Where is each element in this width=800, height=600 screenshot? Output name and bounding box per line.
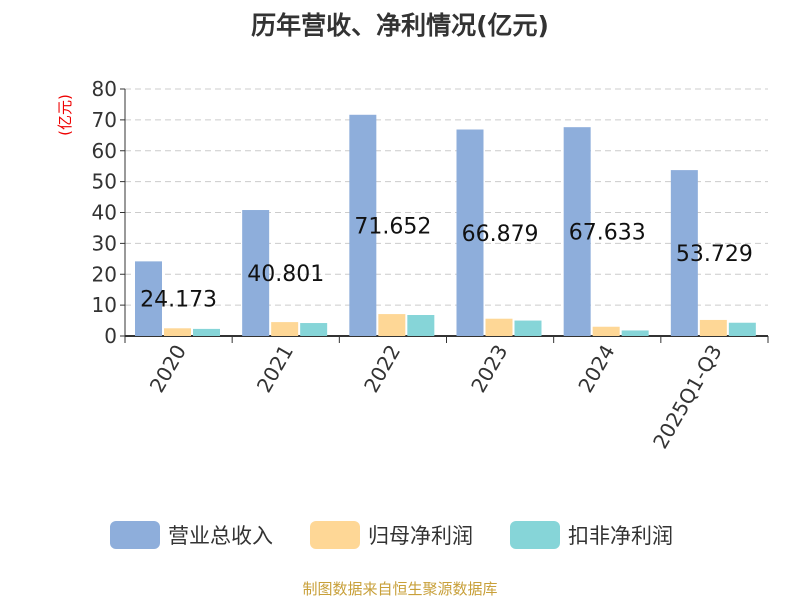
- bar-1: [485, 318, 513, 336]
- bar-2: [514, 320, 542, 336]
- y-tick-label: 40: [92, 201, 117, 225]
- legend-swatch-2: [510, 521, 560, 549]
- bar-2: [300, 323, 328, 336]
- bar-1: [271, 322, 299, 336]
- legend-swatch-1: [310, 521, 360, 549]
- y-tick-label: 30: [92, 231, 117, 255]
- x-tick-label: 2023: [466, 341, 512, 397]
- legend-label-0: 营业总收入: [168, 524, 273, 548]
- bar-0: [349, 114, 377, 337]
- x-tick-label: 2021: [252, 341, 298, 397]
- y-tick-label: 50: [92, 170, 117, 194]
- y-tick-label: 80: [92, 77, 117, 101]
- legend-swatch-0: [110, 521, 160, 549]
- y-axis-label: (亿元): [56, 94, 74, 136]
- bar-2: [193, 328, 220, 336]
- y-tick-label: 60: [92, 139, 117, 163]
- bar-1: [164, 328, 191, 336]
- legend-label-2: 扣非净利润: [568, 524, 673, 548]
- x-tick-label: 2025Q1-Q3: [648, 341, 727, 453]
- source-note: 制图数据来自恒生聚源数据库: [302, 580, 498, 598]
- y-tick-label: 10: [92, 293, 117, 317]
- y-tick-label: 20: [92, 262, 117, 286]
- data-label: 67.633: [569, 221, 646, 246]
- chart-title: 历年营收、净利情况(亿元): [251, 11, 549, 40]
- bar-2: [728, 322, 756, 336]
- data-label: 71.652: [354, 214, 431, 239]
- data-label: 24.173: [140, 288, 217, 313]
- bar-0: [135, 261, 162, 336]
- bar-0: [242, 210, 270, 336]
- y-tick-label: 0: [104, 324, 117, 348]
- bar-1: [699, 319, 727, 336]
- data-label: 53.729: [676, 242, 753, 267]
- legend-label-1: 归母净利润: [368, 524, 473, 548]
- x-tick-label: 2020: [145, 341, 191, 397]
- bar-2: [407, 315, 435, 336]
- bar-1: [378, 314, 406, 336]
- bar-0: [563, 127, 591, 337]
- bar-0: [670, 170, 698, 336]
- bar-1: [592, 326, 620, 336]
- data-label: 40.801: [247, 262, 324, 287]
- y-tick-label: 70: [92, 108, 117, 132]
- x-tick-label: 2022: [359, 341, 405, 397]
- x-tick-label: 2024: [573, 341, 619, 397]
- data-label: 66.879: [462, 222, 539, 247]
- bar-0: [456, 129, 484, 336]
- bar-2: [621, 330, 649, 336]
